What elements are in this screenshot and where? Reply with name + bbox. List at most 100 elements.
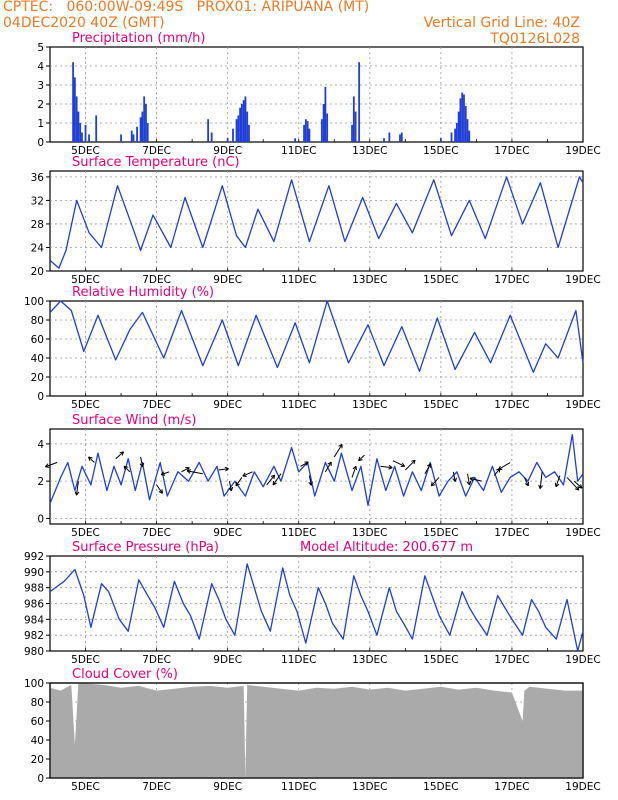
x-tick-label-rh: 5DEC — [71, 399, 100, 411]
y-tick-label-cloud: 40 — [31, 735, 44, 747]
y-tick-label-cloud: 0 — [37, 773, 44, 785]
wind-vector — [380, 465, 393, 469]
wind-vector — [358, 454, 365, 462]
precip-bar — [95, 115, 98, 142]
y-tick-label-temp: 28 — [31, 219, 44, 231]
y-tick-label-wind: 2 — [37, 476, 44, 488]
y-tick-label-temp: 20 — [31, 266, 44, 278]
wind-vector — [539, 471, 543, 489]
panel-title-temp: Surface Temperature (nC) — [72, 155, 240, 170]
wind-vector-head — [119, 451, 125, 456]
wind-vector-head — [308, 481, 313, 486]
precip-bar — [294, 138, 297, 142]
precip-bar — [455, 123, 458, 142]
y-tick-label-wind: 4 — [37, 439, 44, 451]
wind-vector — [392, 460, 405, 467]
x-tick-label-rh: 11DEC — [281, 399, 316, 411]
wind-vector — [424, 463, 432, 474]
precip-bar — [237, 115, 240, 142]
precip-bar — [304, 119, 307, 142]
y-tick-label-precip: 2 — [37, 99, 44, 111]
wind-vector — [308, 475, 312, 486]
wind-vector — [266, 474, 275, 486]
x-tick-label-temp: 9DEC — [213, 274, 242, 286]
x-tick-label-cloud: 9DEC — [213, 781, 242, 793]
x-tick-label-wind: 19DEC — [565, 527, 600, 539]
precip-bar — [358, 62, 361, 143]
x-tick-label-wind: 9DEC — [213, 527, 242, 539]
y-tick-label-cloud: 60 — [31, 716, 44, 728]
precip-bar — [303, 124, 305, 142]
precip-bar — [450, 132, 453, 142]
precip-bar — [72, 62, 74, 143]
header-model-id: TQ0126L028 — [490, 31, 580, 47]
series-line-temp — [49, 176, 584, 269]
x-tick-label-precip: 5DEC — [71, 145, 100, 157]
series-line-wind — [49, 433, 584, 507]
x-tick-label-press: 17DEC — [494, 654, 529, 666]
precip-bar — [324, 86, 327, 142]
precip-bar — [248, 124, 250, 142]
wind-vector — [140, 456, 144, 467]
x-tick-label-press: 19DEC — [565, 654, 600, 666]
model-altitude-label: Model Altitude: 200.677 m — [300, 540, 473, 555]
y-tick-label-precip: 3 — [37, 80, 44, 92]
y-tick-label-precip: 0 — [37, 137, 44, 149]
wind-vector-head — [88, 456, 93, 461]
wind-vector — [187, 470, 203, 475]
y-tick-label-cloud: 80 — [31, 697, 44, 709]
precip-bar — [454, 128, 456, 142]
wind-vector-head — [427, 463, 432, 468]
wind-vector-head — [538, 484, 543, 489]
precip-bar — [306, 121, 309, 142]
y-tick-label-cloud: 20 — [31, 754, 44, 766]
precip-bar — [232, 128, 234, 142]
wind-vector-head — [358, 456, 363, 462]
wind-vector — [430, 477, 440, 487]
x-tick-label-cloud: 7DEC — [142, 781, 171, 793]
precip-bar — [464, 105, 467, 142]
wind-vector-head — [242, 472, 247, 477]
x-tick-label-wind: 15DEC — [423, 527, 458, 539]
wind-vector-head — [270, 474, 276, 480]
precip-bar — [146, 123, 149, 142]
wind-vector — [573, 480, 583, 489]
panel-title-cloud: Cloud Cover (%) — [72, 667, 178, 682]
x-tick-label-rh: 7DEC — [142, 399, 171, 411]
precip-bar — [459, 98, 462, 142]
precip-bar — [77, 111, 80, 142]
x-tick-label-temp: 11DEC — [281, 274, 316, 286]
precip-bar — [130, 130, 133, 142]
wind-vector — [242, 471, 253, 477]
wind-vector-head — [228, 486, 234, 492]
wind-vector-head — [469, 476, 474, 482]
wind-vector-head — [497, 465, 503, 471]
wind-vector-head — [388, 464, 393, 470]
y-tick-label-press: 990 — [24, 567, 44, 579]
y-tick-label-precip: 4 — [37, 61, 44, 73]
x-tick-label-temp: 5DEC — [71, 274, 100, 286]
wind-vector-head — [224, 466, 229, 472]
y-tick-label-press: 980 — [24, 646, 44, 658]
precip-bar — [136, 126, 138, 142]
precip-bar — [320, 119, 323, 142]
panel-frame-wind — [49, 428, 584, 525]
y-tick-label-precip: 1 — [37, 118, 44, 130]
precip-bar — [244, 96, 247, 142]
precip-bar — [240, 104, 243, 142]
precip-bar — [463, 94, 465, 142]
x-tick-label-press: 13DEC — [352, 654, 387, 666]
precip-bar — [207, 119, 210, 142]
y-tick-label-press: 982 — [24, 630, 44, 642]
panel-frame-precip — [49, 46, 584, 143]
panel-title-rh: Relative Humidity (%) — [72, 285, 214, 300]
y-tick-label-temp: 24 — [31, 242, 45, 254]
y-tick-label-wind: 0 — [37, 513, 44, 525]
y-tick-label-rh: 60 — [31, 334, 44, 346]
wind-vector-head — [235, 481, 240, 487]
x-tick-label-precip: 11DEC — [281, 145, 316, 157]
wind-vector — [300, 461, 309, 467]
wind-vector-head — [74, 491, 80, 496]
x-tick-label-cloud: 5DEC — [71, 781, 100, 793]
